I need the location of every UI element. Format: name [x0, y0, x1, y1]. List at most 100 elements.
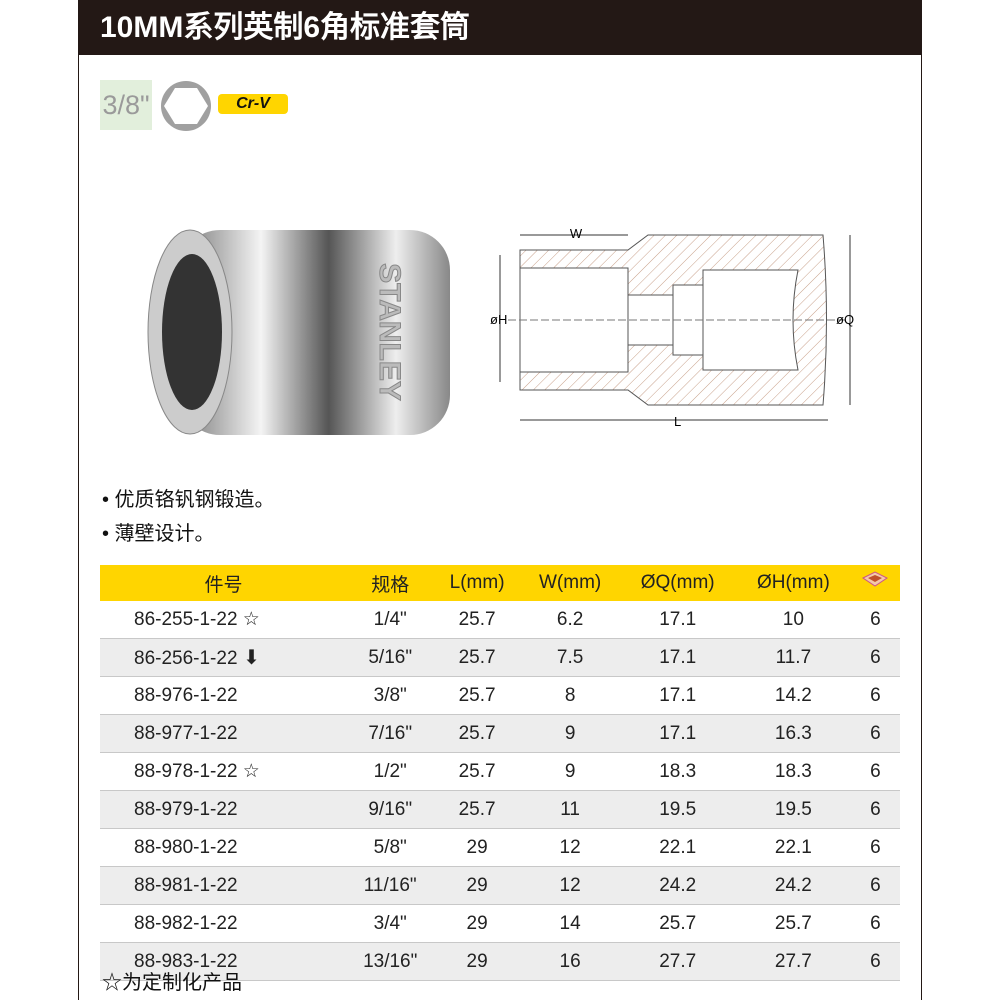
- spec-table: 件号 规格 L(mm) W(mm) ØQ(mm) ØH(mm) 86-255-1…: [100, 565, 900, 981]
- table-cell: 29: [433, 866, 521, 905]
- table-cell: 29: [433, 942, 521, 981]
- table-cell: 88-977-1-22: [100, 714, 347, 753]
- table-cell: 25.7: [433, 601, 521, 639]
- dimension-drawing: W øH øQ L: [490, 226, 854, 429]
- down-arrow-icon: ⬇: [237, 647, 260, 669]
- w-label: W: [570, 226, 583, 241]
- table-cell: 17.1: [619, 601, 736, 639]
- footnote: ☆为定制化产品: [102, 972, 242, 994]
- table-cell: 17.1: [619, 638, 736, 677]
- brand-engraving: STANLEY: [373, 263, 406, 401]
- page-title: 10MM系列英制6角标准套筒: [78, 0, 921, 55]
- table-cell: 6: [850, 714, 900, 753]
- table-cell: 8: [520, 676, 620, 715]
- table-cell: 1/4": [347, 601, 434, 639]
- table-cell: 11.7: [735, 638, 851, 677]
- table-row: 88-977-1-22 7/16" 25.7 9 17.1 16.3 6: [100, 714, 900, 753]
- box-icon: [850, 565, 900, 601]
- table-cell: 6: [850, 828, 900, 867]
- table-cell: 88-976-1-22: [100, 676, 347, 715]
- table-row: 88-982-1-22 3/4" 29 14 25.7 25.7 6: [100, 904, 900, 943]
- table-row: 88-983-1-22 13/16" 29 16 27.7 27.7 6: [100, 942, 900, 981]
- feature-list: • 优质铬钒钢锻造。 • 薄壁设计。: [102, 483, 275, 551]
- table-cell: 10: [735, 601, 851, 639]
- table-cell: 9/16": [347, 790, 434, 829]
- table-cell: 9: [520, 752, 620, 791]
- table-cell: 88-981-1-22: [100, 866, 347, 905]
- table-row: 88-976-1-22 3/8" 25.7 8 17.1 14.2 6: [100, 676, 900, 715]
- table-row: 88-978-1-22 ☆ 1/2" 25.7 9 18.3 18.3 6: [100, 752, 900, 791]
- table-cell: 25.7: [433, 790, 521, 829]
- table-cell: 14: [520, 904, 620, 943]
- table-cell: 9: [520, 714, 620, 753]
- material-badge: Cr-V: [218, 94, 288, 114]
- table-cell: 3/4": [347, 904, 434, 943]
- table-cell: 1/2": [347, 752, 434, 791]
- table-cell: 27.7: [735, 942, 851, 981]
- col-h: ØH(mm): [735, 565, 851, 601]
- table-cell: 25.7: [619, 904, 736, 943]
- page-frame: [78, 0, 922, 1000]
- table-cell: 6: [850, 866, 900, 905]
- table-cell: 22.1: [735, 828, 851, 867]
- h-label: øH: [490, 312, 507, 327]
- table-cell: 11: [520, 790, 620, 829]
- table-cell: 16.3: [735, 714, 851, 753]
- table-cell: 24.2: [619, 866, 736, 905]
- table-cell: 7/16": [347, 714, 434, 753]
- table-cell: 6: [850, 790, 900, 829]
- table-cell: 18.3: [619, 752, 736, 791]
- table-row: 86-256-1-22 ⬇ 5/16" 25.7 7.5 17.1 11.7 6: [100, 638, 900, 677]
- table-cell: 17.1: [619, 714, 736, 753]
- table-row: 86-255-1-22 ☆ 1/4" 25.7 6.2 17.1 10 6: [100, 601, 900, 639]
- table-cell: 25.7: [433, 714, 521, 753]
- table-cell: 25.7: [433, 676, 521, 715]
- table-cell: 13/16": [347, 942, 434, 981]
- table-cell: 7.5: [520, 638, 620, 677]
- col-l: L(mm): [433, 565, 521, 601]
- table-cell: 5/8": [347, 828, 434, 867]
- table-cell: 3/8": [347, 676, 434, 715]
- table-cell: 22.1: [619, 828, 736, 867]
- table-cell: 29: [433, 904, 521, 943]
- table-cell: 19.5: [619, 790, 736, 829]
- table-cell: 18.3: [735, 752, 851, 791]
- table-cell: 6: [850, 601, 900, 639]
- table-cell: 6: [850, 942, 900, 981]
- feature-item: • 优质铬钒钢锻造。: [102, 489, 275, 511]
- col-part-no: 件号: [100, 565, 347, 601]
- q-label: øQ: [836, 312, 854, 327]
- table-cell: 6: [850, 638, 900, 677]
- table-cell: 27.7: [619, 942, 736, 981]
- table-cell: 17.1: [619, 676, 736, 715]
- table-cell: 16: [520, 942, 620, 981]
- feature-item: • 薄壁设计。: [102, 523, 215, 545]
- table-cell: 86-256-1-22 ⬇: [100, 638, 347, 677]
- table-cell: 6: [850, 752, 900, 791]
- col-size: 规格: [347, 565, 434, 601]
- table-cell: 14.2: [735, 676, 851, 715]
- table-cell: 6.2: [520, 601, 620, 639]
- table-cell: 88-982-1-22: [100, 904, 347, 943]
- table-cell: 11/16": [347, 866, 434, 905]
- table-cell: 6: [850, 676, 900, 715]
- table-cell: 25.7: [433, 752, 521, 791]
- table-cell: 12: [520, 828, 620, 867]
- table-cell: 25.7: [433, 638, 521, 677]
- table-cell: 25.7: [735, 904, 851, 943]
- col-w: W(mm): [520, 565, 620, 601]
- table-row: 88-979-1-22 9/16" 25.7 11 19.5 19.5 6: [100, 790, 900, 829]
- l-label: L: [674, 414, 681, 429]
- socket-photo: STANLEY: [147, 229, 450, 435]
- hexagon-icon: [161, 81, 211, 131]
- table-cell: 88-980-1-22: [100, 828, 347, 867]
- table-cell: 88-983-1-22: [100, 942, 347, 981]
- table-cell: 5/16": [347, 638, 434, 677]
- table-cell: 29: [433, 828, 521, 867]
- drive-size-badge: 3/8": [100, 80, 152, 130]
- table-cell: 24.2: [735, 866, 851, 905]
- col-q: ØQ(mm): [619, 565, 736, 601]
- table-cell: 88-978-1-22 ☆: [100, 752, 347, 791]
- table-row: 88-980-1-22 5/8" 29 12 22.1 22.1 6: [100, 828, 900, 867]
- table-cell: 12: [520, 866, 620, 905]
